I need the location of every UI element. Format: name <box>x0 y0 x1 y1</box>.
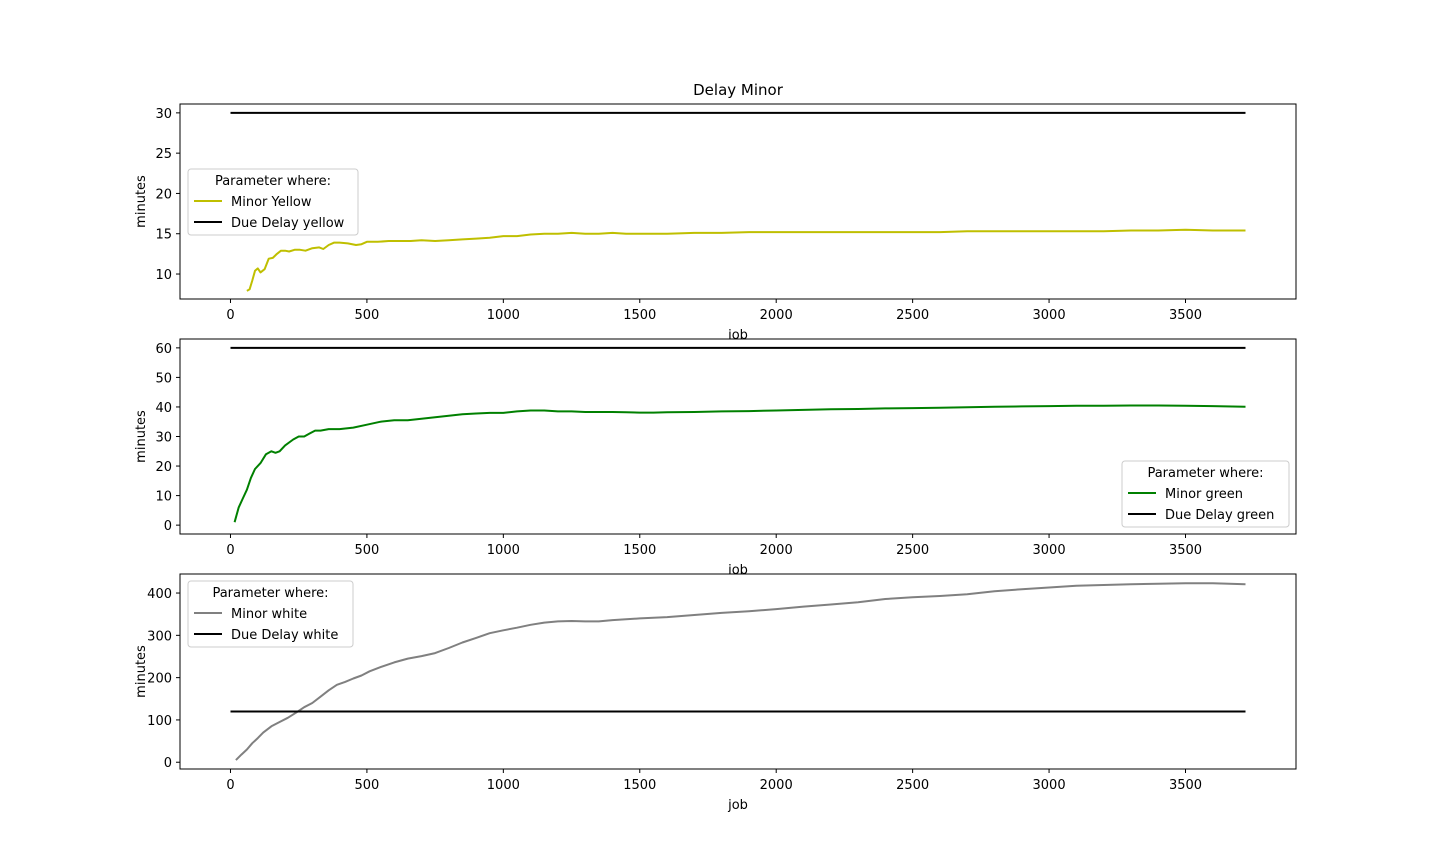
x-tick-label: 2500 <box>896 778 929 793</box>
legend-label: Due Delay yellow <box>231 216 345 231</box>
figure-title: Delay Minor <box>693 81 784 99</box>
legend: Parameter where: Minor white Due Delay whi… <box>187 580 354 648</box>
y-tick-label: 0 <box>164 756 172 771</box>
legend-box <box>1121 460 1290 528</box>
x-tick-label: 0 <box>226 543 234 558</box>
legend-title: Parameter where: <box>215 174 331 189</box>
y-axis-label: minutes <box>134 410 149 463</box>
y-tick-label: 30 <box>155 107 172 122</box>
x-tick-label: 0 <box>226 308 234 323</box>
legend: Parameter where: Minor Yellow Due Delay ye… <box>187 168 359 236</box>
x-tick-label: 3000 <box>1033 778 1066 793</box>
legend-label: Due Delay green <box>1165 508 1274 523</box>
y-tick-label: 60 <box>155 342 172 357</box>
legend: Parameter where: Minor green Due Delay gre… <box>1121 460 1290 528</box>
x-tick-label: 500 <box>354 778 379 793</box>
y-tick-label: 20 <box>155 187 172 202</box>
legend-label: Minor white <box>231 607 307 622</box>
x-tick-label: 2500 <box>896 308 929 323</box>
legend-title: Parameter where: <box>1147 466 1263 481</box>
subplot-green: 0 500 1000 1500 2000 2500 3000 3500 0 10 20 30 40 50 6… <box>134 338 1297 578</box>
legend-label: Due Delay white <box>231 628 338 643</box>
x-tick-label: 1000 <box>487 308 520 323</box>
y-tick-label: 10 <box>155 268 172 283</box>
axes-frame <box>179 103 1297 300</box>
x-tick-label: 2000 <box>760 778 793 793</box>
legend-box <box>187 580 354 648</box>
legend-label: Minor Yellow <box>231 195 312 210</box>
axes-frame <box>179 573 1297 770</box>
legend-box <box>187 168 359 236</box>
y-tick-label: 200 <box>147 672 172 687</box>
y-tick-label: 20 <box>155 460 172 475</box>
x-tick-label: 3500 <box>1169 778 1202 793</box>
series-line-minor-green <box>233 404 1246 523</box>
series-line-minor-white <box>235 582 1246 761</box>
y-tick-label: 25 <box>155 147 172 162</box>
y-tick-label: 10 <box>155 490 172 505</box>
axes-frame <box>179 338 1297 535</box>
y-tick-label: 15 <box>155 228 172 243</box>
x-tick-label: 500 <box>354 308 379 323</box>
y-tick-label: 40 <box>155 401 172 416</box>
y-tick-label: 400 <box>147 587 172 602</box>
y-axis-label: minutes <box>134 645 149 698</box>
x-tick-label: 3000 <box>1033 543 1066 558</box>
legend-label: Minor green <box>1165 487 1243 502</box>
x-tick-label: 1000 <box>487 543 520 558</box>
series-line-minor-yellow <box>246 228 1246 292</box>
y-tick-label: 100 <box>147 714 172 729</box>
subplot-white: 0 500 1000 1500 2000 2500 3000 3500 0 100 200 300 40… <box>134 573 1297 813</box>
x-tick-label: 3500 <box>1169 543 1202 558</box>
y-axis-label: minutes <box>134 175 149 228</box>
x-tick-label: 3000 <box>1033 308 1066 323</box>
x-tick-label: 500 <box>354 543 379 558</box>
y-tick-label: 300 <box>147 629 172 644</box>
x-tick-label: 2500 <box>896 543 929 558</box>
y-tick-label: 50 <box>155 371 172 386</box>
y-tick-label: 0 <box>164 519 172 534</box>
x-tick-label: 1500 <box>623 543 656 558</box>
x-tick-label: 1500 <box>623 778 656 793</box>
x-tick-label: 0 <box>226 778 234 793</box>
x-tick-label: 2000 <box>760 308 793 323</box>
y-tick-label: 30 <box>155 431 172 446</box>
x-tick-label: 1500 <box>623 308 656 323</box>
legend-title: Parameter where: <box>212 586 328 601</box>
subplot-yellow: 0 500 1000 1500 2000 2500 3000 35001015202530jo… <box>134 103 1297 343</box>
x-tick-label: 3500 <box>1169 308 1202 323</box>
x-axis-label: job <box>727 798 748 813</box>
x-tick-label: 2000 <box>760 543 793 558</box>
x-tick-label: 1000 <box>487 778 520 793</box>
